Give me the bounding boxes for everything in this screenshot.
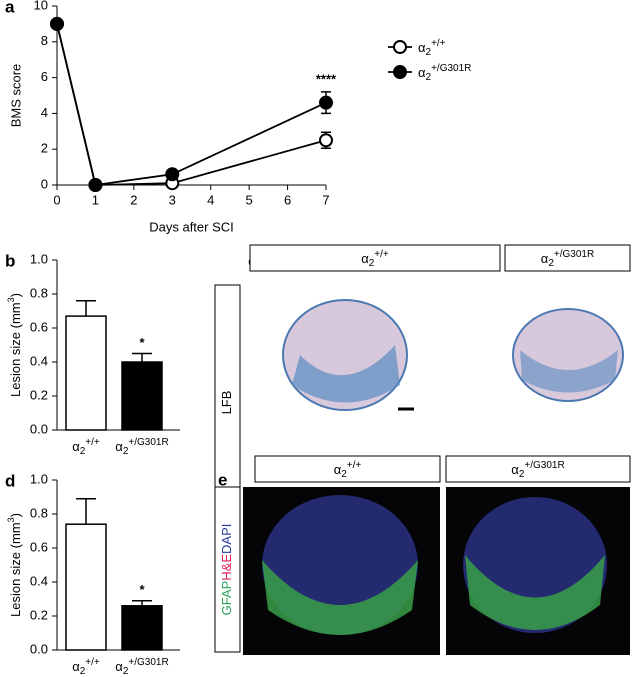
row-label: LFB	[219, 391, 234, 415]
data-point	[165, 167, 180, 182]
fluorescence-images	[243, 487, 630, 655]
y-tick-label: 0.6	[30, 319, 48, 334]
white-matter	[520, 350, 618, 393]
row-label-part: GFAP	[219, 581, 234, 616]
series-line	[56, 23, 327, 186]
error-bar	[132, 352, 152, 362]
significance: *	[139, 582, 145, 597]
y-tick-label: 0.4	[30, 573, 48, 588]
y-tick-label: 8	[41, 33, 48, 48]
significance: *	[139, 335, 145, 350]
panel-label: d	[5, 471, 15, 490]
white-matter	[292, 345, 400, 403]
significance: ****	[316, 71, 337, 86]
lfb-images	[282, 299, 624, 411]
error-bar	[76, 497, 96, 525]
y-tick-label: 0	[41, 176, 48, 191]
x-tick-label: 3	[169, 192, 176, 207]
x-axis-label: Days after SCI	[149, 219, 234, 234]
bar	[121, 361, 163, 431]
x-tick-label: 5	[246, 192, 253, 207]
bar	[121, 605, 163, 651]
y-tick-label: 6	[41, 69, 48, 84]
y-tick-label: 0.4	[30, 353, 48, 368]
column-header: α2+/+	[334, 460, 362, 480]
y-axis-label: Lesion size (mm3)	[6, 293, 23, 397]
x-tick-label: α2+/+	[72, 657, 100, 677]
panel-label: e	[218, 470, 227, 489]
column-header-box	[249, 244, 501, 272]
x-tick-label: α2+/+	[72, 437, 100, 457]
column-header-box	[504, 244, 631, 272]
column-header: α2+/G301R	[511, 460, 564, 480]
x-tick-label: 2	[130, 192, 137, 207]
legend-label: α2+/+	[418, 38, 446, 58]
bar	[65, 315, 107, 431]
column-header: α2+/G301R	[541, 249, 594, 269]
error-bar	[76, 300, 96, 317]
x-tick-label: 6	[284, 192, 291, 207]
tissue-gfap	[262, 560, 418, 635]
data-point	[319, 133, 333, 148]
row-label: GFAPH&EDAPI	[219, 524, 234, 616]
y-tick-label: 0.6	[30, 539, 48, 554]
y-tick-label: 10	[34, 0, 48, 12]
row-label-part: H&E	[219, 554, 234, 581]
y-axis-label: BMS score	[8, 64, 23, 128]
y-tick-label: 0.2	[30, 387, 48, 402]
x-tick-label: 0	[53, 192, 60, 207]
legend-marker	[393, 40, 407, 54]
y-tick-label: 2	[41, 141, 48, 156]
x-tick-label: 1	[92, 192, 99, 207]
tissue-gfap	[465, 555, 605, 630]
column-header-box	[254, 455, 441, 483]
y-tick-label: 4	[41, 105, 48, 120]
x-tick-label: 7	[322, 192, 329, 207]
y-tick-label: 0.0	[30, 421, 48, 436]
y-tick-label: 0.8	[30, 285, 48, 300]
y-tick-label: 0.0	[30, 641, 48, 656]
column-header: α2+/+	[361, 249, 389, 269]
data-point	[88, 178, 103, 192]
row-label-box	[214, 486, 241, 653]
legend-marker	[393, 65, 407, 79]
y-axis-label: Lesion size (mm3)	[6, 513, 23, 617]
x-tick-label: 4	[207, 192, 214, 207]
y-tick-label: 1.0	[30, 471, 48, 486]
y-tick-label: 1.0	[30, 251, 48, 266]
row-label-box	[214, 284, 241, 521]
row-label-part: DAPI	[219, 524, 234, 554]
x-tick-label: α2+/G301R	[115, 657, 168, 677]
data-point	[50, 16, 64, 31]
data-point	[319, 95, 333, 110]
panel-label: a	[5, 0, 15, 16]
error-bar	[132, 599, 152, 606]
series-line	[56, 23, 327, 187]
column-header-box	[445, 455, 631, 483]
y-tick-label: 0.8	[30, 505, 48, 520]
panel-label: b	[5, 251, 15, 270]
bar	[65, 523, 107, 651]
x-tick-label: α2+/G301R	[115, 437, 168, 457]
legend-label: α2+/G301R	[418, 63, 471, 83]
row-label-part: LFB	[219, 391, 234, 415]
y-tick-label: 0.2	[30, 607, 48, 622]
